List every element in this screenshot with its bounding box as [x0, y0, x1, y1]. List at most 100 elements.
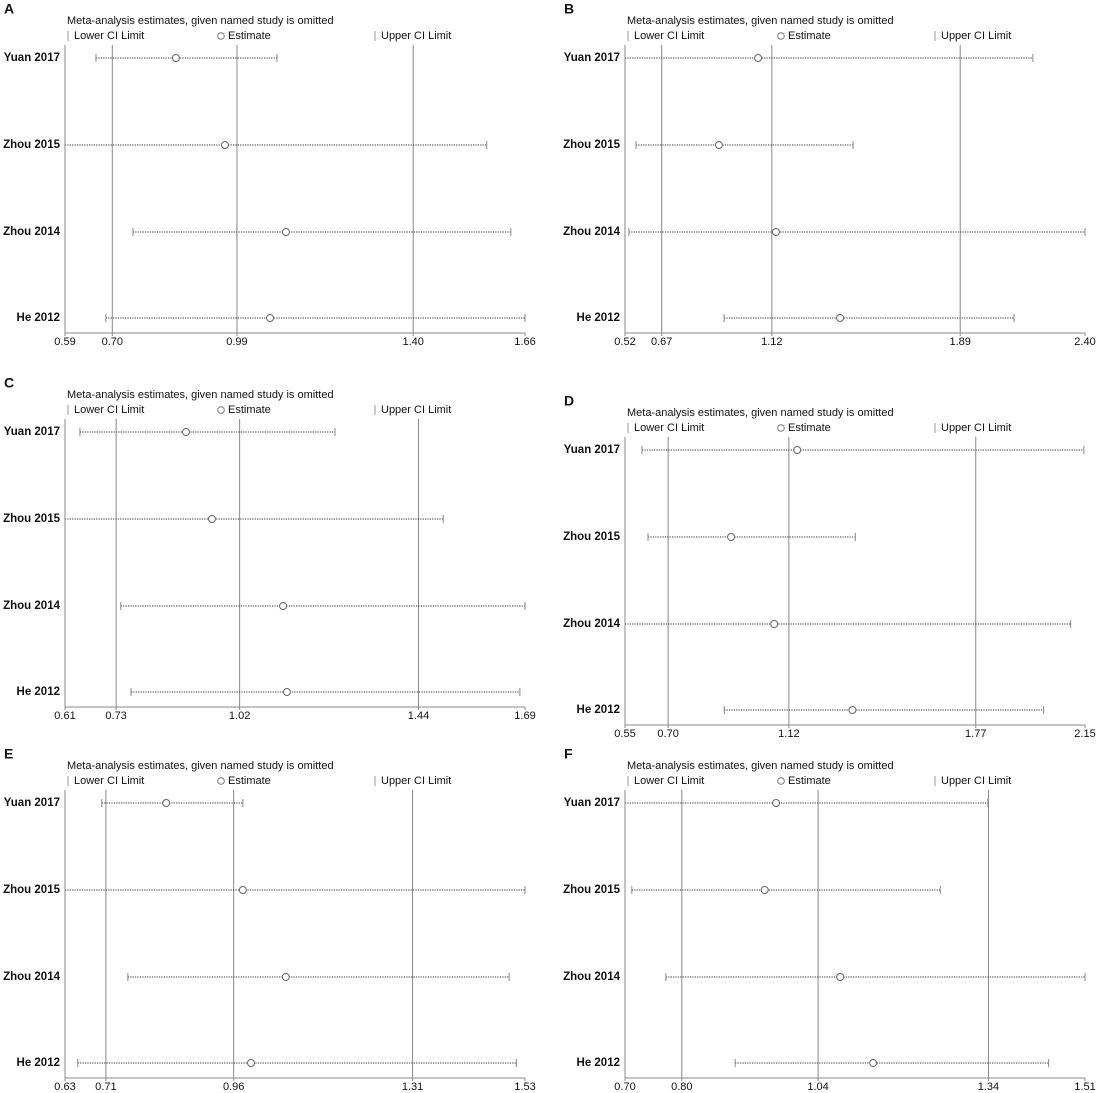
estimate-point	[727, 533, 736, 541]
panel-label: E	[4, 746, 13, 762]
x-tick-label: 1.53	[514, 1081, 535, 1093]
study-label: Zhou 2014	[3, 600, 60, 612]
legend-estimate: Estimate	[788, 775, 831, 787]
panel-title: Meta-analysis estimates, given named stu…	[67, 760, 334, 772]
x-tick-label: 0.67	[651, 336, 672, 348]
panel-label: D	[564, 393, 574, 409]
estimate-point	[848, 706, 857, 714]
legend-upper: Upper CI Limit	[381, 775, 451, 787]
panel: D Meta-analysis estimates, given named st…	[563, 393, 1096, 740]
panel-title: Meta-analysis estimates, given named stu…	[67, 15, 334, 27]
legend-estimate-symbol	[217, 777, 225, 785]
legend-lower: Lower CI Limit	[74, 404, 144, 416]
study-label: Zhou 2014	[563, 226, 620, 238]
x-tick-label: 0.61	[54, 710, 75, 722]
x-tick-label: 1.12	[761, 336, 782, 348]
x-tick-label: 0.99	[226, 336, 247, 348]
x-tick-label: 1.77	[965, 728, 986, 740]
legend-estimate-symbol	[217, 32, 225, 40]
estimate-point	[793, 446, 802, 454]
estimate-point	[162, 799, 171, 807]
legend-estimate: Estimate	[228, 775, 271, 787]
panel-label: A	[4, 1, 14, 17]
legend-estimate: Estimate	[228, 30, 271, 42]
study-label: Yuan 2017	[564, 52, 620, 64]
panel: A Meta-analysis estimates, given named st…	[3, 1, 536, 348]
x-tick-label: 0.63	[54, 1081, 75, 1093]
x-tick-label: 1.04	[807, 1081, 828, 1093]
study-label: Yuan 2017	[4, 426, 60, 438]
legend-lower: Lower CI Limit	[634, 30, 704, 42]
x-tick-label: 0.73	[105, 710, 126, 722]
legend-lower: Lower CI Limit	[634, 775, 704, 787]
study-label: He 2012	[17, 312, 60, 324]
study-label: Zhou 2014	[563, 618, 620, 630]
estimate-point	[220, 141, 229, 149]
x-tick-label: 0.70	[102, 336, 123, 348]
estimate-point	[247, 1059, 256, 1067]
x-tick-label: 1.89	[950, 336, 971, 348]
estimate-point	[266, 314, 275, 322]
estimate-point	[836, 314, 845, 322]
legend-estimate-symbol	[217, 406, 225, 414]
panel-label: F	[564, 746, 573, 762]
x-tick-label: 0.70	[657, 728, 678, 740]
panel: E Meta-analysis estimates, given named st…	[3, 746, 536, 1093]
legend-estimate: Estimate	[788, 30, 831, 42]
study-label: Zhou 2015	[3, 513, 60, 525]
x-tick-label: 1.12	[778, 728, 799, 740]
study-label: Yuan 2017	[564, 444, 620, 456]
x-tick-label: 2.15	[1074, 728, 1095, 740]
study-label: Zhou 2015	[563, 139, 620, 151]
estimate-point	[238, 886, 247, 894]
estimate-point	[207, 515, 216, 523]
x-tick-label: 1.02	[229, 710, 250, 722]
estimate-point	[869, 1059, 878, 1067]
x-tick-label: 1.51	[1074, 1081, 1095, 1093]
panel: C Meta-analysis estimates, given named st…	[3, 375, 536, 722]
panel: F Meta-analysis estimates, given named st…	[563, 746, 1096, 1093]
legend-upper: Upper CI Limit	[941, 30, 1011, 42]
x-tick-label: 0.59	[54, 336, 75, 348]
x-tick-label: 0.80	[671, 1081, 692, 1093]
legend-upper: Upper CI Limit	[381, 404, 451, 416]
x-tick-label: 1.44	[408, 710, 429, 722]
estimate-point	[282, 688, 291, 696]
x-tick-label: 0.70	[614, 1081, 635, 1093]
legend-upper: Upper CI Limit	[381, 30, 451, 42]
estimate-point	[770, 620, 779, 628]
study-label: He 2012	[577, 704, 620, 716]
study-label: Zhou 2014	[3, 226, 60, 238]
legend-lower: Lower CI Limit	[74, 775, 144, 787]
study-label: Yuan 2017	[4, 797, 60, 809]
estimate-point	[836, 973, 845, 981]
x-tick-label: 1.34	[978, 1081, 999, 1093]
x-tick-label: 1.69	[514, 710, 535, 722]
estimate-point	[760, 886, 769, 894]
legend-estimate-symbol	[777, 777, 785, 785]
panel: B Meta-analysis estimates, given named st…	[563, 1, 1096, 348]
estimate-point	[754, 54, 763, 62]
x-tick-label: 1.40	[403, 336, 424, 348]
study-label: He 2012	[577, 1057, 620, 1069]
panel-title: Meta-analysis estimates, given named stu…	[67, 389, 334, 401]
legend-estimate-symbol	[777, 32, 785, 40]
estimate-point	[281, 973, 290, 981]
panel-label: C	[4, 375, 14, 391]
x-tick-label: 1.66	[514, 336, 535, 348]
study-label: Zhou 2015	[3, 139, 60, 151]
panel-label: B	[564, 1, 574, 17]
study-label: He 2012	[17, 686, 60, 698]
study-label: Zhou 2015	[563, 531, 620, 543]
study-label: He 2012	[17, 1057, 60, 1069]
legend-lower: Lower CI Limit	[74, 30, 144, 42]
x-tick-label: 0.96	[223, 1081, 244, 1093]
panel-title: Meta-analysis estimates, given named stu…	[627, 15, 894, 27]
estimate-point	[181, 428, 190, 436]
study-label: Yuan 2017	[564, 797, 620, 809]
study-label: Zhou 2015	[3, 884, 60, 896]
estimate-point	[279, 602, 288, 610]
estimate-point	[772, 799, 781, 807]
